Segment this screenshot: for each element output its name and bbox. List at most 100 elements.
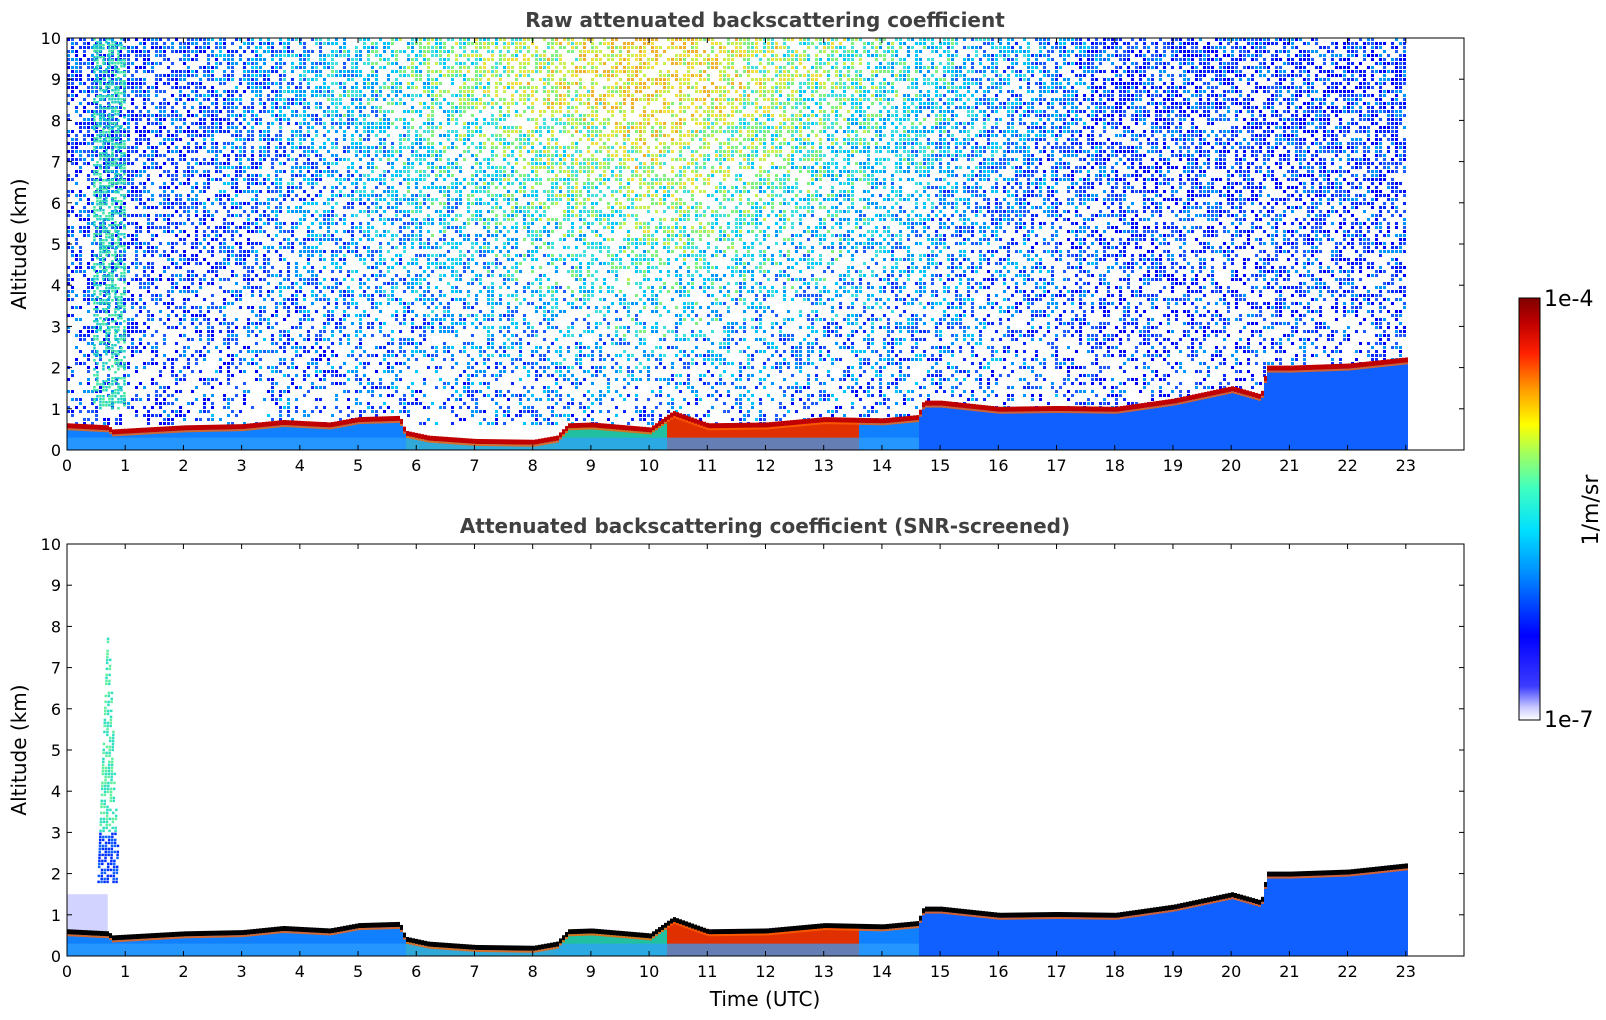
noise-pixel: [323, 62, 326, 65]
noise-pixel: [467, 126, 470, 129]
noise-pixel: [967, 70, 970, 73]
noise-pixel: [1191, 58, 1194, 61]
noise-pixel: [127, 114, 130, 117]
noise-pixel: [179, 42, 182, 45]
noise-pixel: [1063, 46, 1066, 49]
noise-pixel: [307, 122, 310, 125]
noise-pixel: [83, 46, 86, 49]
noise-pixel: [975, 46, 978, 49]
noise-pixel: [455, 118, 458, 121]
noise-pixel: [1331, 54, 1334, 57]
noise-pixel: [1199, 54, 1202, 57]
noise-pixel: [883, 50, 886, 53]
noise-pixel: [655, 98, 658, 101]
noise-pixel: [523, 54, 526, 57]
noise-pixel: [1119, 94, 1122, 97]
noise-pixel: [275, 54, 278, 57]
noise-pixel: [899, 118, 902, 121]
noise-pixel: [1347, 42, 1350, 45]
noise-pixel: [707, 90, 710, 93]
noise-pixel: [1143, 46, 1146, 49]
noise-pixel: [1147, 110, 1150, 113]
noise-pixel: [1063, 90, 1066, 93]
noise-pixel: [727, 126, 730, 129]
noise-pixel: [143, 126, 146, 129]
noise-pixel: [595, 98, 598, 101]
noise-pixel: [343, 50, 346, 53]
noise-pixel: [483, 122, 486, 125]
noise-pixel: [1251, 106, 1254, 109]
noise-pixel: [1319, 114, 1322, 117]
noise-pixel: [443, 42, 446, 45]
noise-pixel: [1403, 98, 1406, 101]
noise-pixel: [223, 38, 226, 41]
noise-pixel: [375, 62, 378, 65]
noise-pixel: [983, 90, 986, 93]
noise-pixel: [1075, 90, 1078, 93]
noise-pixel: [371, 110, 374, 113]
noise-pixel: [139, 78, 142, 81]
noise-pixel: [759, 86, 762, 89]
noise-pixel: [435, 42, 438, 45]
noise-pixel: [1295, 86, 1298, 89]
noise-pixel: [1043, 38, 1046, 41]
noise-pixel: [231, 98, 234, 101]
noise-pixel: [683, 62, 686, 65]
noise-pixel: [235, 90, 238, 93]
noise-pixel: [355, 126, 358, 129]
noise-pixel: [91, 70, 94, 73]
noise-pixel: [1107, 38, 1110, 41]
noise-pixel: [167, 38, 170, 41]
noise-pixel: [1131, 74, 1134, 77]
noise-pixel: [1383, 70, 1386, 73]
noise-pixel: [231, 78, 234, 81]
noise-pixel: [871, 54, 874, 57]
noise-pixel: [451, 102, 454, 105]
noise-pixel: [343, 82, 346, 85]
noise-pixel: [79, 114, 82, 117]
noise-pixel: [1139, 66, 1142, 69]
noise-pixel: [755, 122, 758, 125]
noise-pixel: [683, 82, 686, 85]
noise-pixel: [1239, 78, 1242, 81]
noise-pixel: [355, 94, 358, 97]
noise-pixel: [999, 54, 1002, 57]
noise-pixel: [679, 118, 682, 121]
noise-pixel: [443, 98, 446, 101]
noise-pixel: [283, 90, 286, 93]
noise-pixel: [1095, 78, 1098, 81]
noise-pixel: [1171, 58, 1174, 61]
noise-pixel: [1367, 110, 1370, 113]
noise-pixel: [1359, 106, 1362, 109]
noise-pixel: [875, 98, 878, 101]
noise-pixel: [175, 110, 178, 113]
noise-pixel: [1251, 122, 1254, 125]
noise-pixel: [1307, 62, 1310, 65]
noise-pixel: [943, 66, 946, 69]
noise-pixel: [731, 42, 734, 45]
noise-pixel: [291, 54, 294, 57]
noise-pixel: [203, 86, 206, 89]
noise-pixel: [983, 98, 986, 101]
noise-pixel: [1167, 114, 1170, 117]
noise-pixel: [1063, 38, 1066, 41]
noise-pixel: [571, 70, 574, 73]
noise-pixel: [1123, 94, 1126, 97]
noise-pixel: [1183, 46, 1186, 49]
noise-pixel: [1019, 94, 1022, 97]
noise-pixel: [1203, 90, 1206, 93]
noise-pixel: [1259, 70, 1262, 73]
noise-pixel: [1271, 42, 1274, 45]
noise-pixel: [755, 50, 758, 53]
noise-pixel: [1011, 114, 1014, 117]
noise-pixel: [231, 54, 234, 57]
noise-pixel: [183, 118, 186, 121]
noise-pixel: [819, 38, 822, 41]
noise-pixel: [771, 46, 774, 49]
noise-pixel: [219, 54, 222, 57]
noise-pixel: [823, 122, 826, 125]
noise-pixel: [303, 110, 306, 113]
noise-pixel: [1347, 102, 1350, 105]
noise-pixel: [447, 110, 450, 113]
noise-pixel: [1099, 54, 1102, 57]
